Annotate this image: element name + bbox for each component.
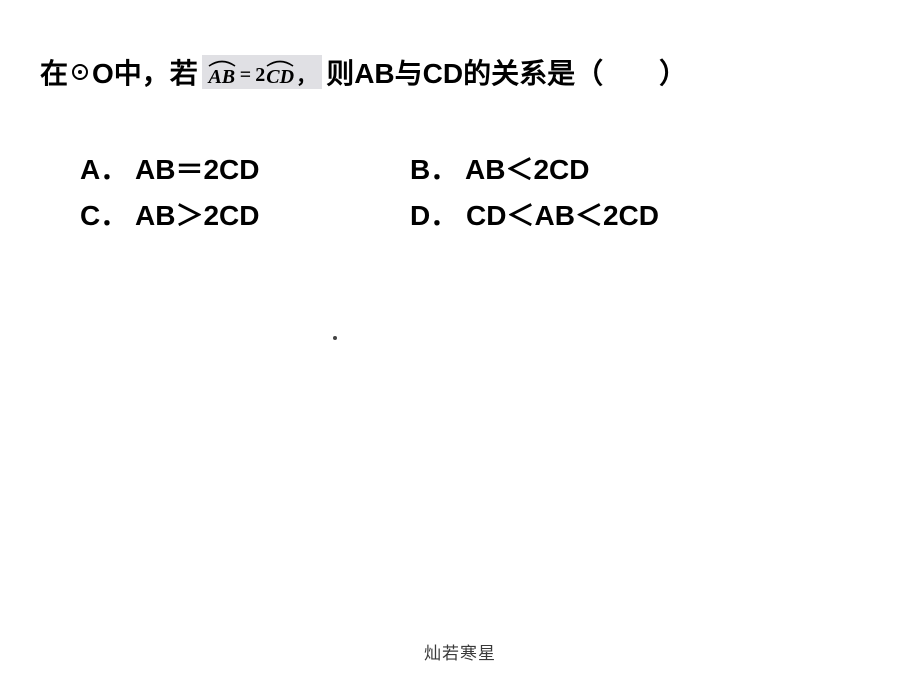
circle-O-symbol: [70, 62, 90, 82]
option-D-right: 2CD: [603, 200, 659, 231]
option-B-op: ＜: [505, 154, 533, 185]
option-C-left: AB: [135, 200, 175, 231]
option-C: C． AB＞2CD: [80, 194, 410, 234]
q-pre: 在: [40, 52, 68, 92]
arc-eq-op: =: [240, 65, 251, 85]
option-D-op1: ＜: [506, 200, 534, 231]
arc-comma: ，: [296, 67, 316, 87]
q-post: 则AB与CD的关系是（ ）: [326, 52, 687, 92]
option-A-op: ＝: [175, 154, 203, 185]
options-grid: A． AB＝2CD B． AB＜2CD C． AB＞2CD D． CD＜AB＜2…: [80, 148, 830, 234]
option-A: A． AB＝2CD: [80, 148, 410, 188]
circled-dot-icon: [70, 62, 90, 82]
arc-right-label: CD: [266, 67, 294, 87]
option-C-right: 2CD: [203, 200, 259, 231]
option-B-right: 2CD: [533, 154, 589, 185]
center-dot-icon: [333, 336, 337, 340]
option-D-op2: ＜: [575, 200, 603, 231]
arc-AB: AB: [208, 59, 236, 87]
footer-text: 灿若寒星: [0, 639, 920, 664]
option-A-label: A．: [80, 154, 128, 185]
option-B: B． AB＜2CD: [410, 148, 830, 188]
option-B-left: AB: [465, 154, 505, 185]
option-C-op: ＞: [175, 200, 203, 231]
q-circle-letter: O中，若: [92, 52, 198, 92]
option-D: D． CD＜AB＜2CD: [410, 194, 830, 234]
option-B-label: B．: [410, 154, 458, 185]
arc-CD: CD: [266, 59, 294, 87]
question-line: 在 O中，若 AB = 2: [40, 50, 880, 94]
option-A-right: 2CD: [203, 154, 259, 185]
option-D-left: CD: [466, 200, 506, 231]
arc-equation: AB = 2 CD ，: [208, 59, 316, 87]
arc-two: 2: [255, 65, 265, 85]
option-C-label: C．: [80, 200, 128, 231]
slide-page: 在 O中，若 AB = 2: [0, 0, 920, 690]
arc-equation-box: AB = 2 CD ，: [202, 55, 322, 89]
option-A-left: AB: [135, 154, 175, 185]
option-D-label: D．: [410, 200, 458, 231]
option-D-mid: AB: [534, 200, 574, 231]
arc-left-label: AB: [208, 67, 235, 87]
